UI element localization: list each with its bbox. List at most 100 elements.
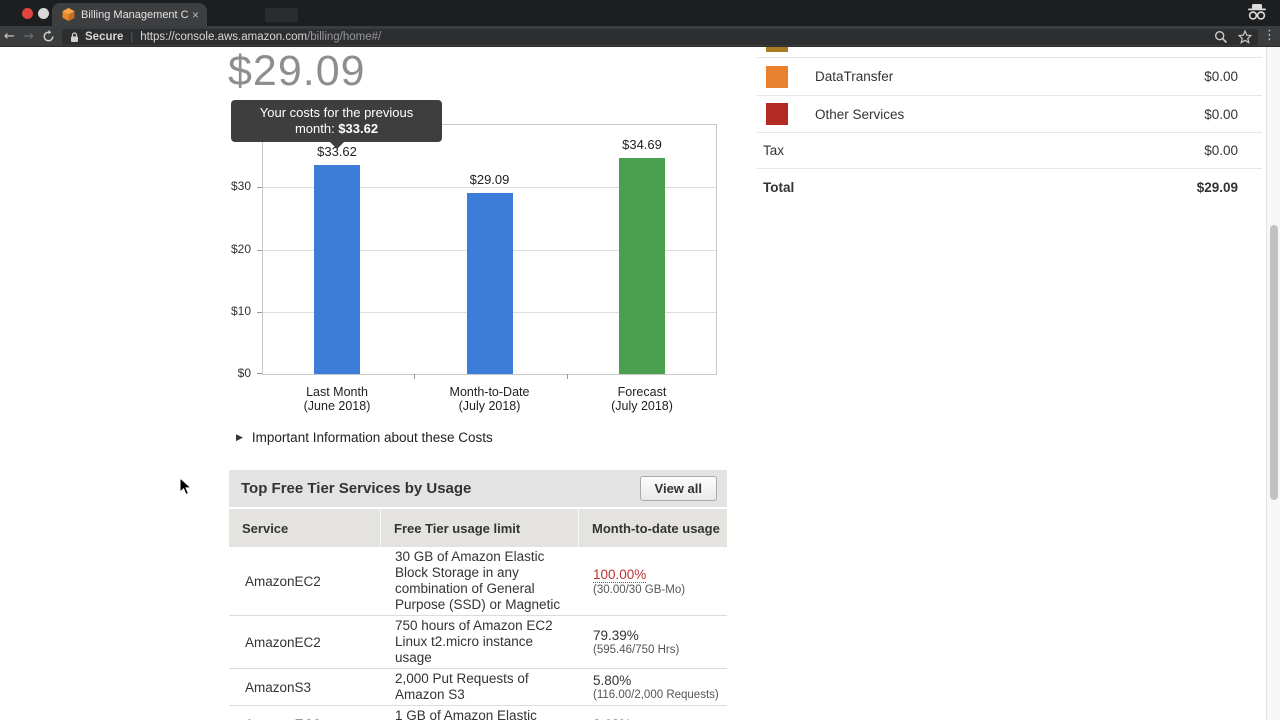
browser-toolbar: ← → Secure | https://console.aws.amazon.… [0,26,1280,47]
free-tier-table-title: Top Free Tier Services by Usage [241,480,472,497]
cell-free-tier-limit: 1 GB of Amazon Elastic Block Storage sna… [395,708,537,720]
url-host: https://console.aws.amazon.com [140,31,308,43]
column-header-limit: Free Tier usage limit [380,509,578,547]
cell-free-tier-limit: 750 hours of Amazon EC2 Linux t2.micro i… [395,618,553,665]
cell-service: AmazonS3 [245,679,312,695]
page-scrollbar-thumb[interactable] [1270,225,1278,500]
chart-bar[interactable] [619,158,665,374]
summary-value: $29.09 [1196,180,1238,195]
free-tier-table: Top Free Tier Services by Usage View all… [229,470,727,720]
page-scrollbar-track[interactable] [1266,47,1280,720]
secure-lock-icon [71,31,78,42]
important-info-disclosure[interactable]: ▶ Important Information about these Cost… [236,430,493,445]
bill-summary-rows: DataTransfer $0.00 Other Services $0.00 Tax $… [757,57,1262,206]
column-header-service: Service [242,520,289,536]
chart-plot: $0 $10 $20 $30 $33.62 Last Month (June 2018) $… [231,124,717,413]
usage-percent: 79.39% [593,628,639,643]
browser-tab[interactable]: Billing Management Console × [52,3,207,26]
chart-bar[interactable] [314,164,360,374]
refresh-icon[interactable] [42,29,55,43]
legend-swatch [766,65,788,88]
cell-month-to-date-usage: 3.62% [578,706,727,720]
tab-title: Billing Management Console [81,8,188,21]
cell-month-to-date-usage: 100.00% (30.00/30 GB-Mo) [578,547,727,615]
chart-bar[interactable] [466,192,513,374]
secure-label: Secure [85,31,124,43]
mouse-cursor [179,477,192,496]
month-to-date-amount: $29.09 [228,47,366,95]
legend-swatch [766,103,788,125]
usage-detail: (595.46/750 Hrs) [593,644,680,656]
window-minimize-button[interactable] [38,8,49,19]
cell-month-to-date-usage: 79.39% (595.46/750 Hrs) [578,616,727,668]
window-close-button[interactable] [22,8,33,19]
usage-percent: 5.80% [593,673,632,688]
forward-icon[interactable]: → [23,28,34,44]
cell-service: AmazonEC2 [245,634,321,650]
aws-favicon-icon [62,8,75,21]
disclosure-label: Important Information about these Costs [251,430,493,445]
y-axis-label: $10 [230,303,251,318]
column-header-usage: Month-to-date usage [578,509,727,547]
chart-gridline [263,187,716,189]
new-tab-button[interactable] [265,8,298,22]
partial-legend-swatch [766,47,788,52]
table-row: AmazonEC2 750 hours of Amazon EC2 Linux t… [229,615,727,668]
summary-label: Tax [763,143,785,158]
free-tier-table-body: AmazonEC2 30 GB of Amazon Elastic Block S… [229,547,727,720]
x-axis-tick [414,374,415,379]
address-bar[interactable]: Secure | https://console.aws.amazon.com … [62,29,1258,45]
y-axis-tick [257,187,262,189]
x-axis-tick [566,374,568,379]
y-axis-tick [257,373,262,374]
url-separator: | [130,31,134,43]
browser-tab-bar: Billing Management Console × [0,0,1280,26]
usage-percent: 3.62% [593,717,723,720]
tab-close-icon[interactable]: × [191,7,199,22]
cell-month-to-date-usage: 5.80% (116.00/2,000 Requests) [578,669,727,705]
table-row: AmazonS3 2,000 Put Requests of Amazon S3 5… [229,668,727,705]
x-axis-category-label: Forecast (July 2018) [611,385,673,413]
summary-label: Other Services [815,106,905,122]
tooltip-line2: month: $33.62 [294,121,379,136]
y-axis-tick [257,249,262,251]
usage-percent[interactable]: 100.00% [593,566,647,583]
cell-free-tier-limit: 2,000 Put Requests of Amazon S3 [395,671,529,702]
x-axis-category-label: Month-to-Date (July 2018) [449,385,530,413]
summary-label: Total [763,180,795,195]
bar-value-label: $33.62 [317,143,357,159]
table-row: AmazonEC2 30 GB of Amazon Elastic Block S… [229,547,727,615]
summary-row: Tax $0.00 [757,132,1262,168]
y-axis-label: $30 [230,179,251,194]
back-icon[interactable]: ← [4,28,15,44]
cell-service: AmazonEC2 [245,573,321,589]
billing-dashboard-page: $29.09 Your costs for the previous month… [0,47,1280,720]
free-tier-table-header: Service Free Tier usage limit Month-to-d… [229,509,727,547]
cell-service: AmazonEC2 [229,706,380,720]
summary-label: DataTransfer [815,69,894,84]
chart-tooltip: Your costs for the previous month: $33.6… [231,100,442,149]
x-axis-category-label: Last Month (June 2018) [303,385,371,413]
summary-row: Total $29.09 [757,168,1262,206]
tooltip-line1: Your costs for the previous [259,105,414,120]
table-row: AmazonEC2 1 GB of Amazon Elastic Block St… [229,705,727,720]
browser-menu-icon[interactable]: ⋮ [1263,28,1276,43]
bar-value-label: $29.09 [469,171,510,187]
y-axis-tick [257,311,262,313]
url-path: /billing/home#/ [307,31,382,43]
summary-row: Other Services $0.00 [757,95,1262,132]
usage-detail: (30.00/30 GB-Mo) [593,583,686,596]
free-tier-table-titlebar: Top Free Tier Services by Usage View all [229,470,727,507]
view-all-button[interactable]: View all [639,476,717,501]
cell-free-tier-limit: 30 GB of Amazon Elastic Block Storage in… [395,549,561,612]
y-axis-label: $0 [237,366,251,380]
summary-value: $0.00 [1204,143,1238,158]
bookmark-star-icon[interactable] [1238,30,1252,44]
bar-value-label: $34.69 [622,137,662,153]
y-axis-label: $20 [230,241,251,256]
summary-value: $0.00 [1204,69,1238,84]
summary-value: $0.00 [1204,106,1238,122]
zoom-search-icon[interactable] [1214,30,1228,44]
usage-detail: (116.00/2,000 Requests) [593,689,719,701]
tooltip-value: $33.62 [338,121,379,136]
